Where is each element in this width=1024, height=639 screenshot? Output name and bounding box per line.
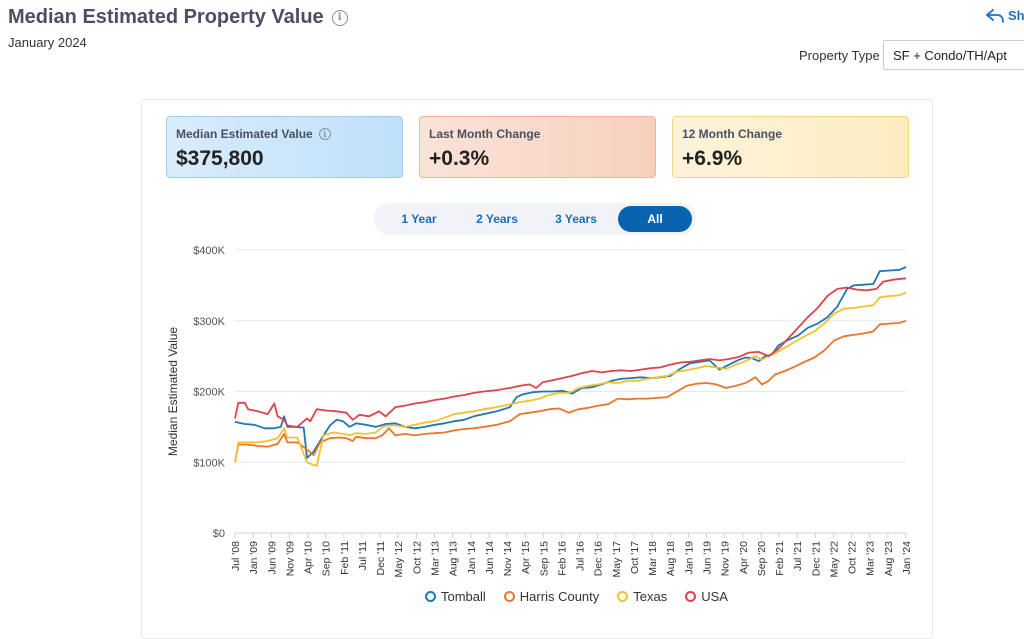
x-tick-label: Sep '20 <box>756 541 768 576</box>
median-value-label: Median Estimated Value <box>176 127 313 141</box>
page-title-text: Median Estimated Property Value <box>8 6 324 28</box>
range-all-button[interactable]: All <box>618 206 692 232</box>
y-tick-label: $0 <box>213 528 225 540</box>
x-tick-label: Nov '09 <box>284 541 296 576</box>
x-tick-label: Jul '16 <box>575 541 587 571</box>
x-tick-label: Jul '21 <box>792 541 804 571</box>
y-tick-label: $100K <box>193 457 225 469</box>
x-tick-label: Feb '11 <box>339 541 351 575</box>
legend-label-tomball: Tomball <box>441 589 486 604</box>
x-tick-label: May '12 <box>393 541 405 578</box>
legend-swatch-texas <box>617 591 629 602</box>
page-subtitle: January 2024 <box>8 35 87 50</box>
share-icon <box>986 8 1004 23</box>
share-button[interactable]: Sh <box>986 8 1024 23</box>
x-tick-label: Apr '15 <box>520 541 532 574</box>
x-tick-label: May '22 <box>828 541 840 578</box>
chart-legend: Tomball Harris County Texas USA <box>425 589 728 604</box>
legend-label-texas: Texas <box>633 589 668 604</box>
last-month-change-value: +0.3% <box>429 147 490 170</box>
range-selector: 1 Year 2 Years 3 Years All <box>374 203 696 235</box>
line-chart: $0 $100K $200K $300K $400K Jul '08 Jan '09 Jun … <box>166 245 913 578</box>
x-tick-label: Oct '17 <box>629 541 641 574</box>
x-tick-label: Apr '20 <box>738 541 750 574</box>
legend-label-usa: USA <box>701 589 728 604</box>
property-type-label: Property Type <box>799 48 880 63</box>
x-tick-label: Aug '18 <box>665 541 677 576</box>
series-line-harris-county <box>234 319 907 463</box>
x-tick-label: Oct '12 <box>411 541 423 574</box>
y-tick-label: $300K <box>193 316 225 328</box>
share-label: Sh <box>1008 8 1024 23</box>
legend-swatch-harris-county <box>503 591 515 602</box>
x-tick-label: Jan '14 <box>466 541 478 575</box>
legend-swatch-usa <box>685 591 697 602</box>
range-1-year-button[interactable]: 1 Year <box>401 212 437 226</box>
x-tick-label: Feb '16 <box>556 541 568 576</box>
legend-item-texas[interactable]: Texas <box>617 589 667 604</box>
x-tick-label: Nov '19 <box>720 541 732 576</box>
x-tick-label: Jan '09 <box>248 541 260 575</box>
x-tick-label: Sep '15 <box>538 541 550 576</box>
legend-item-tomball[interactable]: Tomball <box>425 589 486 604</box>
x-tick-label: Jul '08 <box>230 541 242 571</box>
x-tick-label: Dec '16 <box>593 541 605 576</box>
series-line-tomball <box>234 266 907 459</box>
x-tick-label: Jan '19 <box>683 541 695 575</box>
legend-item-usa[interactable]: USA <box>685 589 728 604</box>
twelve-month-change-label: 12 Month Change <box>682 127 783 141</box>
y-tick-label: $200K <box>193 387 225 399</box>
series-line-usa <box>234 277 907 428</box>
last-month-change-card: Last Month Change +0.3% <box>419 116 656 178</box>
twelve-month-change-card: 12 Month Change +6.9% <box>672 116 909 178</box>
x-tick-label: May '17 <box>611 541 623 578</box>
median-value-card: Median Estimated Value i $375,800 <box>166 116 403 178</box>
x-tick-label: Mar '18 <box>647 541 659 576</box>
page-title: Median Estimated Property Value i <box>8 6 348 29</box>
y-tick-label: $400K <box>193 245 225 257</box>
x-tick-label: Jun '14 <box>484 541 496 575</box>
series-line-texas <box>234 291 907 467</box>
x-tick-label: Sep '10 <box>321 541 333 576</box>
last-month-change-label: Last Month Change <box>429 127 541 141</box>
x-tick-label: Dec '11 <box>375 541 387 576</box>
property-type-select[interactable]: SF + Condo/TH/Apt <box>883 40 1024 70</box>
range-3-years-button[interactable]: 3 Years <box>555 212 597 226</box>
median-value: $375,800 <box>176 147 264 170</box>
legend-item-harris-county[interactable]: Harris County <box>503 589 600 604</box>
twelve-month-change-value: +6.9% <box>682 147 743 170</box>
x-tick-label: Oct '22 <box>847 541 859 574</box>
range-2-years-button[interactable]: 2 Years <box>476 212 518 226</box>
x-tick-label: Jun '09 <box>266 541 278 575</box>
x-tick-label: Jul '11 <box>357 541 369 570</box>
x-tick-label: Mar '23 <box>865 541 877 576</box>
x-tick-label: Feb '21 <box>774 541 786 576</box>
x-tick-label: Dec '21 <box>810 541 822 576</box>
x-tick-label: Aug '13 <box>448 541 460 576</box>
info-icon[interactable]: i <box>331 9 348 26</box>
x-tick-label: Jun '19 <box>702 541 714 575</box>
y-axis-label: Median Estimated Value <box>166 327 180 457</box>
legend-label-harris-county: Harris County <box>519 589 600 604</box>
x-tick-label: Aug '23 <box>883 541 895 576</box>
x-tick-label: Apr '10 <box>303 541 315 574</box>
x-tick-label: Nov '14 <box>502 541 514 576</box>
legend-swatch-tomball <box>425 591 436 602</box>
x-tick-label: Jan '24 <box>901 541 913 575</box>
x-tick-label: Mar '13 <box>429 541 441 576</box>
info-icon[interactable]: i <box>318 128 331 140</box>
